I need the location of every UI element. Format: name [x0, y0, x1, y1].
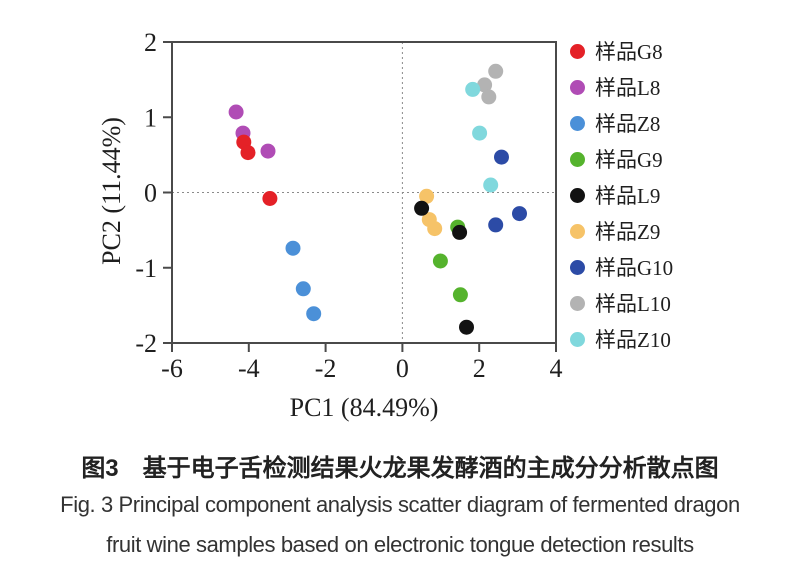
- legend-label: 样品L8: [595, 76, 661, 100]
- scatter-point-样品G10: [488, 217, 504, 233]
- scatter-point-样品L9: [414, 200, 430, 216]
- scatter-point-样品G10: [494, 149, 509, 165]
- legend-item-样品G9: 样品G9: [570, 141, 673, 177]
- legend-label: 样品L9: [595, 184, 661, 208]
- scatter-point-样品G8: [240, 145, 256, 161]
- scatter-point-样品Z10: [483, 177, 499, 193]
- x-tick-label: -2: [315, 354, 337, 383]
- legend-swatch-icon: [570, 151, 585, 167]
- legend-swatch-icon: [570, 223, 585, 239]
- y-axis-label: PC2 (11.44%): [97, 117, 126, 265]
- y-tick-label: 2: [144, 28, 157, 57]
- legend-item-样品Z8: 样品Z8: [570, 105, 673, 141]
- x-tick-label: -6: [161, 354, 183, 383]
- scatter-point-样品L8: [228, 104, 244, 120]
- scatter-point-样品Z8: [306, 306, 322, 322]
- legend-swatch-icon: [570, 43, 585, 59]
- x-tick-label: 4: [550, 354, 563, 383]
- legend-item-样品G8: 样品G8: [570, 33, 673, 69]
- legend-label: 样品Z9: [595, 220, 661, 244]
- legend-item-样品Z9: 样品Z9: [570, 213, 673, 249]
- scatter-point-样品L9: [459, 319, 474, 335]
- legend-label: 样品G8: [595, 40, 663, 64]
- legend-label: 样品G9: [595, 148, 663, 172]
- legend-swatch-icon: [570, 115, 585, 131]
- y-tick-label: 0: [144, 179, 157, 208]
- scatter-point-样品G10: [512, 206, 527, 222]
- scatter-point-样品Z9: [419, 188, 435, 204]
- y-tick-label: 1: [144, 103, 157, 132]
- legend-label: 样品G10: [595, 256, 674, 280]
- legend-swatch-icon: [570, 259, 585, 275]
- scatter-point-样品L10: [488, 63, 504, 79]
- legend-swatch-icon: [570, 187, 585, 203]
- legend-item-样品L9: 样品L9: [570, 177, 673, 213]
- caption-english-line1: Fig. 3 Principal component analysis scat…: [60, 492, 740, 517]
- x-axis-label: PC1 (84.49%): [289, 393, 439, 422]
- caption-chinese: 图3 基于电子舌检测结果火龙果发酵酒的主成分分析散点图: [81, 455, 719, 482]
- scatter-point-样品G9: [432, 253, 448, 269]
- scatter-point-样品Z8: [285, 240, 301, 256]
- scatter-point-样品Z8: [295, 281, 311, 297]
- scatter-point-样品Z10: [465, 81, 481, 97]
- legend-swatch-icon: [570, 295, 585, 311]
- legend-item-样品L10: 样品L10: [570, 285, 673, 321]
- legend: 样品G8 样品L8 样品Z8 样品G9 样品L9 样品Z9 样品G10 样品L10 样品Z10: [570, 33, 673, 357]
- legend-swatch-icon: [570, 79, 585, 95]
- legend-label: 样品L10: [595, 292, 671, 316]
- legend-item-样品G10: 样品G10: [570, 249, 673, 285]
- x-tick-label: 0: [396, 354, 409, 383]
- scatter-point-样品L9: [452, 224, 468, 240]
- scatter-point-样品L8: [260, 143, 276, 159]
- scatter-point-样品L10: [477, 77, 493, 93]
- y-tick-label: -2: [135, 329, 157, 358]
- caption-english-line2: fruit wine samples based on electronic t…: [106, 532, 694, 557]
- legend-swatch-icon: [570, 331, 585, 347]
- scatter-point-样品L10: [481, 89, 497, 105]
- x-tick-label: -4: [238, 354, 260, 383]
- legend-label: 样品Z8: [595, 112, 661, 136]
- scatter-point-样品G8: [262, 191, 278, 206]
- legend-item-样品L8: 样品L8: [570, 69, 673, 105]
- legend-item-样品Z10: 样品Z10: [570, 321, 673, 357]
- scatter-point-样品Z10: [472, 125, 488, 141]
- legend-label: 样品Z10: [595, 328, 671, 352]
- y-tick-label: -1: [135, 254, 157, 283]
- scatter-point-样品G9: [452, 287, 468, 303]
- x-tick-label: 2: [473, 354, 486, 383]
- scatter-point-样品Z9: [427, 221, 443, 237]
